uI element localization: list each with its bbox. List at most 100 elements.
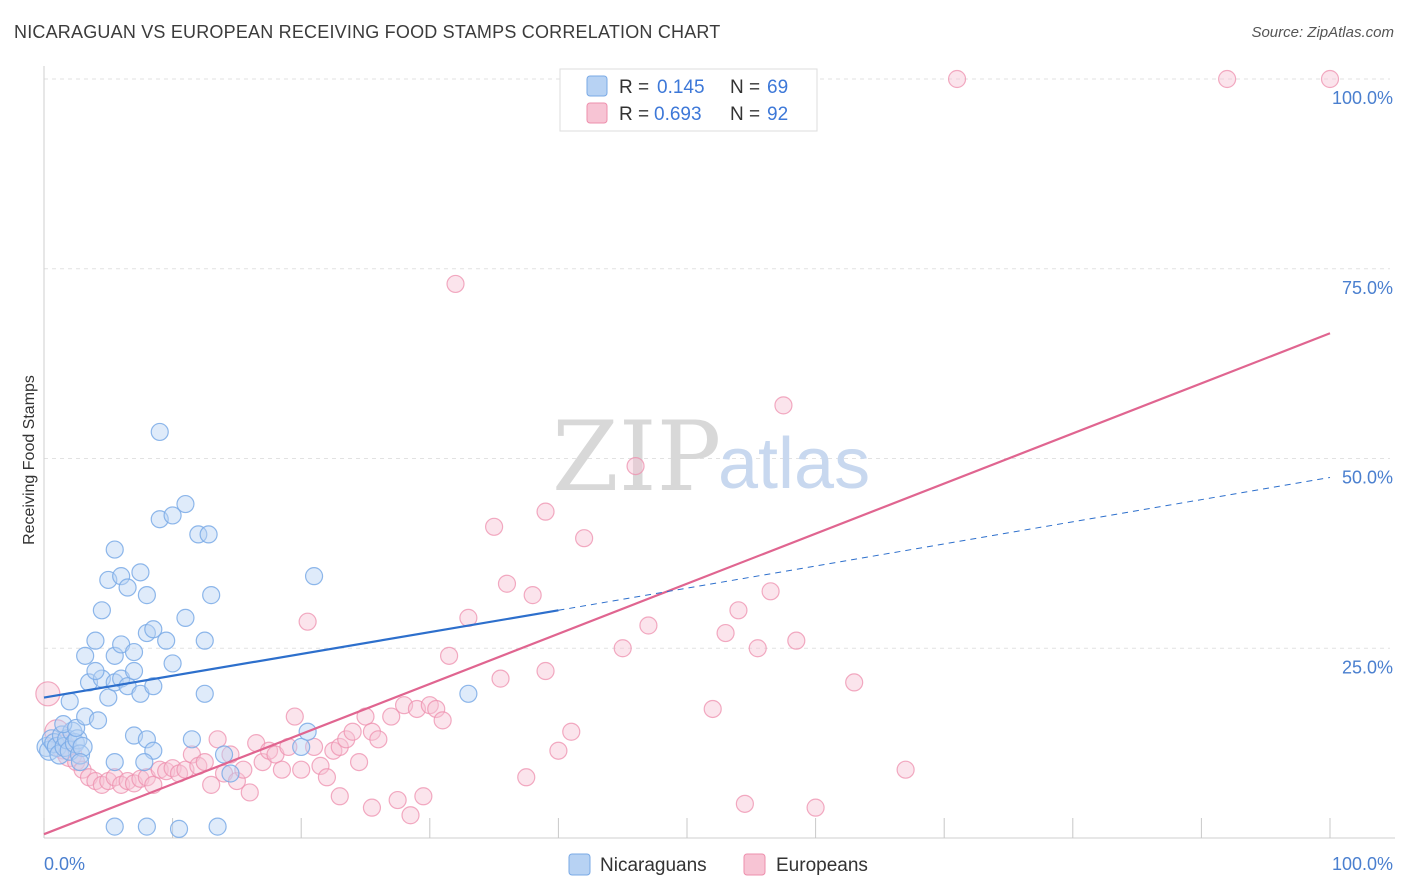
europeans-point xyxy=(317,768,337,787)
europeans-point xyxy=(382,707,401,726)
europeans-point xyxy=(240,783,259,802)
europeans-point xyxy=(761,582,780,601)
europeans-point xyxy=(774,396,793,415)
nicaraguans-point xyxy=(92,601,111,620)
europeans-point xyxy=(626,456,645,476)
nicaraguans-point xyxy=(60,692,79,711)
nicaraguans-point xyxy=(112,567,131,586)
x-tick-label-min: 0.0% xyxy=(44,854,85,874)
legend-r-label-1: R = xyxy=(619,77,649,98)
europeans-trend-line xyxy=(43,332,1331,836)
europeans-point xyxy=(227,771,246,791)
trend-lines xyxy=(43,332,1331,836)
grid xyxy=(44,78,1390,649)
europeans-point xyxy=(1218,69,1237,89)
legend-swatch-nicaraguans xyxy=(586,75,608,97)
europeans-point xyxy=(947,69,967,89)
bottom-legend-swatch-nicaraguans xyxy=(568,853,591,876)
europeans-point xyxy=(446,274,465,294)
legend-n-value-2: 92 xyxy=(767,104,788,125)
nicaraguans-point xyxy=(163,654,182,673)
europeans-point xyxy=(549,741,568,760)
nicaraguans-point xyxy=(105,752,124,772)
europeans-point xyxy=(536,502,555,521)
europeans-point xyxy=(845,673,864,692)
europeans-point xyxy=(787,631,806,650)
y-tick-label-75: 75.0% xyxy=(1342,278,1393,298)
europeans-point xyxy=(613,639,632,658)
bottom-legend: Nicaraguans Europeans xyxy=(568,853,868,876)
legend-r-value-1: 0.145 xyxy=(657,77,705,98)
y-tick-label-25: 25.0% xyxy=(1342,657,1393,677)
nicaraguans-point xyxy=(150,422,169,442)
x-tick-label-max: 100.0% xyxy=(1332,854,1393,874)
nicaraguans-point xyxy=(105,540,124,559)
nicaraguans-point xyxy=(176,494,195,514)
nicaraguans-point xyxy=(86,661,105,681)
europeans-point xyxy=(1320,69,1340,89)
source-label: Source: ZipAtlas.com xyxy=(1251,24,1394,41)
europeans-point xyxy=(362,798,382,817)
chart-title: NICARAGUAN VS EUROPEAN RECEIVING FOOD ST… xyxy=(14,22,721,42)
nicaraguans-point xyxy=(163,506,182,525)
europeans-point xyxy=(639,616,658,635)
nicaraguans-point xyxy=(182,730,201,749)
europeans-point xyxy=(517,768,536,787)
europeans-point xyxy=(304,737,324,757)
europeans-point xyxy=(35,681,61,707)
nicaraguans-point xyxy=(137,586,156,605)
europeans-point xyxy=(427,699,446,719)
legend-n-label-1: N = xyxy=(730,77,760,98)
nicaraguans-point xyxy=(88,711,108,730)
europeans-point xyxy=(285,707,304,726)
nicaraguans-point xyxy=(118,578,137,597)
europeans-point xyxy=(330,787,349,806)
europeans-point xyxy=(369,730,388,749)
europeans-point xyxy=(735,794,754,813)
europeans-point xyxy=(523,586,542,605)
europeans-point xyxy=(497,574,517,593)
nicaraguans-point xyxy=(144,677,163,696)
nicaraguans-point xyxy=(124,661,144,681)
europeans-point xyxy=(562,722,581,741)
europeans-point xyxy=(536,661,555,681)
europeans-point xyxy=(195,752,214,772)
europeans-point xyxy=(433,711,452,730)
bottom-legend-europeans: Europeans xyxy=(776,855,868,876)
europeans-point xyxy=(337,730,356,749)
europeans-point xyxy=(439,646,459,665)
nicaraguans-point xyxy=(76,646,95,665)
europeans-point xyxy=(343,722,362,741)
europeans-point xyxy=(208,730,227,749)
europeans-point xyxy=(703,699,722,719)
nicaraguans-point xyxy=(195,631,214,650)
nicaraguans-point xyxy=(99,688,118,707)
nicaraguans-point xyxy=(69,744,91,765)
nicaraguans-point xyxy=(131,563,150,582)
europeans-point xyxy=(362,722,382,741)
europeans-point xyxy=(401,806,420,825)
nicaraguans-trend-line xyxy=(43,609,559,699)
nicaraguans-point xyxy=(157,631,176,650)
europeans-point xyxy=(896,760,915,779)
nicaraguans-point xyxy=(195,684,214,703)
nicaraguans-point xyxy=(137,817,156,836)
nicaraguans-point xyxy=(189,525,208,544)
tick-labels: 25.0% 50.0% 75.0% 100.0% 0.0% 100.0% xyxy=(44,88,1393,874)
europeans-point xyxy=(292,760,311,779)
watermark-zip: ZIP xyxy=(552,401,721,513)
y-tick-label-50: 50.0% xyxy=(1342,468,1393,488)
nicaraguans-point xyxy=(292,737,311,757)
nicaraguans-point xyxy=(86,631,105,650)
nicaraguans-point xyxy=(459,684,478,703)
series-europeans xyxy=(35,69,1340,825)
europeans-point xyxy=(575,529,594,548)
nicaraguans-point xyxy=(169,819,189,838)
europeans-point xyxy=(349,752,369,772)
legend-r-value-2: 0.693 xyxy=(654,104,702,125)
nicaraguans-point xyxy=(202,586,221,605)
europeans-point xyxy=(330,737,349,757)
europeans-point xyxy=(806,798,825,817)
bottom-legend-nicaraguans: Nicaraguans xyxy=(600,855,707,876)
